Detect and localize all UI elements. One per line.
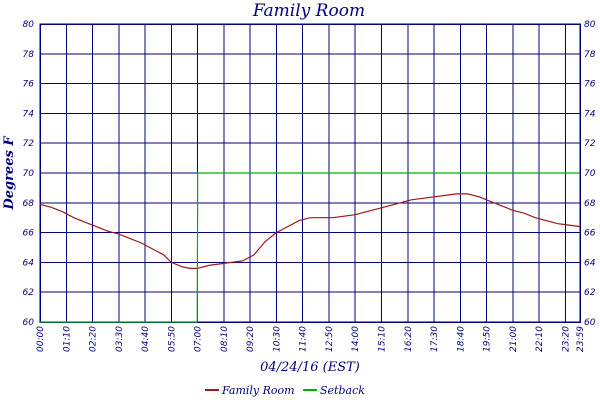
x-tick-label: 16:20 (404, 326, 414, 352)
legend-label: Setback (320, 384, 365, 397)
x-tick-label: 14:00 (351, 326, 361, 352)
x-tick-label: 21:00 (509, 326, 519, 352)
x-tick-label: 19:50 (483, 326, 493, 352)
y-tick-label-right: 80 (584, 20, 596, 30)
y-tick-labels-right: 60 62 64 66 68 70 72 74 76 78 80 (584, 20, 596, 328)
y-tick-label-right: 64 (584, 258, 596, 268)
x-tick-label: 11:40 (299, 326, 309, 352)
x-tick-label: 02:20 (89, 326, 99, 352)
series-line-setback (40, 172, 580, 323)
y-axis-title: Degrees F (2, 136, 17, 211)
y-tick-label-right: 60 (584, 318, 596, 328)
x-tick-label: 23:59 (576, 326, 586, 352)
y-tick-labels-left: 60 62 64 66 68 70 72 74 76 78 80 (23, 20, 35, 328)
y-tick-label: 66 (23, 229, 35, 239)
x-tick-labels: 00:00 01:10 02:20 03:30 04:40 05:50 07:00 08:10… (36, 326, 586, 352)
x-tick-label: 03:30 (115, 326, 125, 352)
x-tick-label: 04:40 (141, 326, 151, 352)
x-tick-label: 15:10 (377, 326, 387, 352)
y-tick-label-right: 72 (584, 139, 596, 149)
x-tick-label: 10:30 (272, 326, 282, 352)
chart-title: Family Room (252, 1, 365, 21)
series-line-family-room (39, 193, 581, 269)
x-tick-label: 00:00 (36, 326, 46, 352)
x-tick-label: 18:40 (456, 326, 466, 352)
x-tick-label: 07:00 (194, 326, 204, 352)
y-tick-label: 68 (23, 199, 35, 209)
x-tick-label: 22:10 (535, 326, 545, 352)
x-axis-title: 04/24/16 (EST) (260, 360, 360, 375)
x-tick-label: 09:20 (246, 326, 256, 352)
y-tick-label: 64 (23, 258, 35, 268)
legend: Family Room Setback (205, 384, 365, 397)
y-tick-label-right: 70 (584, 169, 596, 179)
x-tick-label: 12:50 (325, 326, 335, 352)
y-tick-label-right: 66 (584, 229, 596, 239)
y-tick-label: 80 (23, 20, 35, 30)
x-tick-label: 05:50 (167, 326, 177, 352)
y-tick-label-right: 62 (584, 288, 596, 298)
y-tick-label: 74 (23, 109, 35, 119)
y-tick-label-right: 78 (584, 50, 596, 60)
x-tick-label: 01:10 (62, 326, 72, 352)
y-tick-label: 76 (23, 80, 35, 90)
y-tick-label: 60 (23, 318, 35, 328)
y-tick-label-right: 68 (584, 199, 596, 209)
y-tick-label: 70 (23, 169, 35, 179)
series-lines (39, 172, 581, 323)
y-tick-label-right: 76 (584, 80, 596, 90)
y-tick-label: 78 (23, 50, 35, 60)
y-tick-label: 72 (23, 139, 35, 149)
x-tick-label: 23:20 (561, 326, 571, 352)
legend-label: Family Room (221, 384, 295, 397)
x-tick-label: 17:30 (430, 326, 440, 352)
y-tick-label: 62 (23, 288, 35, 298)
y-tick-label-right: 74 (584, 109, 596, 119)
x-tick-label: 08:10 (220, 326, 230, 352)
